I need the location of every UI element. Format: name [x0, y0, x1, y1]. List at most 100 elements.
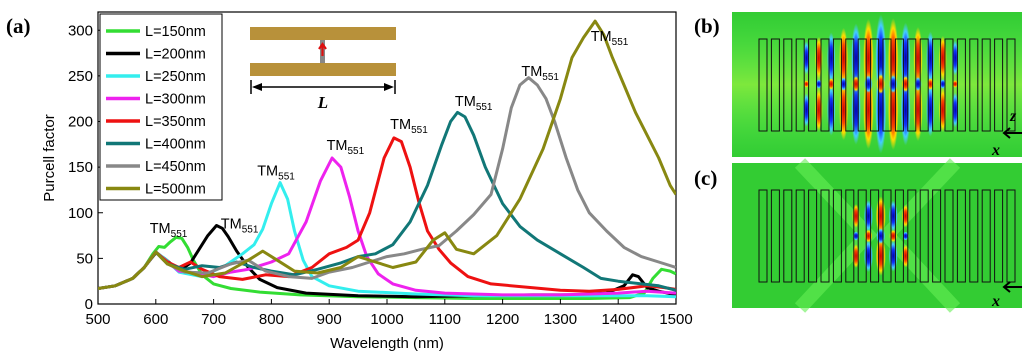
field-c-bar-19	[994, 189, 1004, 283]
field-b-lobe-8	[827, 78, 835, 90]
field-b-lobe-23	[889, 74, 898, 94]
legend-entries: L=150nm L=200nm L=250nm L=300nm L=350nm L=400…	[106, 24, 206, 198]
field-c-bar-8	[857, 189, 867, 283]
field-c-bar-13	[919, 189, 929, 283]
field-b-lobe-2	[803, 80, 810, 88]
field-b-lobe-5	[815, 79, 822, 89]
peak-label-5: TM551	[455, 94, 493, 113]
legend-label-0: L=150nm	[145, 24, 206, 40]
x-axis-label-c: x	[991, 293, 1000, 310]
peak-label-4: TM551	[390, 117, 428, 136]
y-axis-title: Purcell factor	[41, 114, 58, 202]
peak-label-6: TM551	[521, 64, 559, 83]
field-b-bar-5	[820, 38, 830, 132]
field-b-bar-18	[981, 38, 991, 132]
y-tick-label-1: 50	[76, 250, 93, 267]
field-b-bar-0	[758, 38, 768, 132]
field-b-bar-2	[783, 38, 793, 132]
ticks-layer: 500 600 700 800 900 1000 1100 1200 1300 1400 1500 0…	[68, 22, 693, 328]
field-b-lobe-35	[939, 79, 946, 89]
field-c-bar-1	[770, 189, 780, 283]
y-tick-label-0: 0	[85, 296, 93, 313]
field-c-bar-5	[820, 189, 830, 283]
field-b-bar-19	[994, 38, 1004, 132]
field-b-bar-8	[857, 38, 867, 132]
x-tick-label-1: 600	[143, 311, 168, 328]
x-tick-label-4: 900	[317, 311, 342, 328]
field-c-bar-15	[944, 189, 954, 283]
field-b-lobe-34	[938, 87, 947, 133]
length-arrowhead-right-icon	[384, 83, 394, 91]
legend-label-1: L=200nm	[145, 47, 206, 63]
legend-label-5: L=400nm	[145, 137, 206, 153]
z-axis-label-b: z	[1009, 108, 1017, 125]
field-b-lobe-31	[926, 83, 935, 137]
field-c-bar-4	[808, 189, 818, 283]
field-map-c-bars	[758, 189, 1016, 283]
top-nanobeam	[250, 27, 396, 40]
bottom-nanobeam	[250, 63, 396, 76]
panel-label-c: (c)	[694, 166, 717, 190]
z-axis-arrow-icon-b	[1002, 127, 1022, 139]
legend-label-4: L=350nm	[145, 114, 206, 130]
purcell-chart: 500 600 700 800 900 1000 1100 1200 1300 1400 1500 0…	[41, 11, 693, 352]
legend: L=150nm L=200nm L=250nm L=300nm L=350nm L=400…	[99, 13, 223, 201]
field-b-lobe-26	[901, 75, 910, 93]
length-label: L	[317, 93, 328, 112]
legend-box	[99, 13, 223, 201]
x-tick-label-0: 500	[85, 311, 110, 328]
y-tick-label-4: 200	[68, 114, 93, 131]
field-b-lobe-6	[827, 32, 836, 84]
x-tick-label-8: 1300	[544, 311, 577, 328]
field-map-b: z x	[732, 12, 1022, 159]
legend-label-3: L=300nm	[145, 92, 206, 108]
dipole-arrow-icon	[318, 42, 327, 56]
field-c-lobe-11	[889, 229, 898, 243]
field-c-bar-7	[845, 189, 855, 283]
x-axis-title: Wavelength (nm)	[330, 335, 444, 352]
field-c-lobe-8	[876, 228, 886, 244]
field-c-bar-14	[932, 189, 942, 283]
y-tick-label-6: 300	[68, 22, 93, 39]
field-c-lobe-5	[864, 229, 873, 243]
field-b-bar-7	[845, 38, 855, 132]
legend-label-6: L=450nm	[145, 159, 206, 175]
field-c-lobe-9	[888, 200, 898, 232]
field-c-bar-0	[758, 189, 768, 283]
panel-label-a: (a)	[6, 14, 31, 38]
field-b-bar-10	[882, 38, 892, 132]
z-axis-arrow-icon-c	[1002, 281, 1022, 293]
field-c-bar-17	[969, 189, 979, 283]
field-b-bar-17	[969, 38, 979, 132]
y-tick-label-5: 250	[68, 68, 93, 85]
field-b-bar-12	[907, 38, 917, 132]
legend-label-7: L=500nm	[145, 182, 206, 198]
x-tick-label-5: 1000	[370, 311, 403, 328]
peak-label-3: TM551	[327, 138, 365, 157]
field-c-bar-20	[1006, 189, 1016, 283]
y-tick-label-2: 100	[68, 205, 93, 222]
field-b-lobe-33	[938, 35, 947, 81]
peak-label-2: TM551	[257, 163, 295, 182]
field-c-bar-12	[907, 189, 917, 283]
x-tick-label-2: 700	[201, 311, 226, 328]
field-map-c: x	[732, 158, 1022, 313]
field-b-lobe-7	[827, 84, 836, 136]
legend-label-2: L=250nm	[145, 69, 206, 85]
field-c-bar-16	[956, 189, 966, 283]
field-b-bar-20	[1006, 38, 1016, 132]
field-c-bar-2	[783, 189, 793, 283]
field-c-bar-9	[870, 189, 880, 283]
field-c-lobe-10	[888, 240, 898, 272]
field-c-lobe-3	[863, 199, 873, 233]
field-c-lobe-4	[863, 239, 873, 273]
cavity-inset: L	[250, 27, 396, 112]
field-b-lobe-20	[876, 74, 886, 94]
field-b-bar-13	[919, 38, 929, 132]
field-b-bar-6	[832, 38, 842, 132]
x-tick-label-6: 1100	[429, 311, 461, 328]
field-c-bar-18	[981, 189, 991, 283]
field-b-lobe-32	[927, 78, 934, 90]
field-b-bar-1	[770, 38, 780, 132]
field-c-bar-11	[894, 189, 904, 283]
